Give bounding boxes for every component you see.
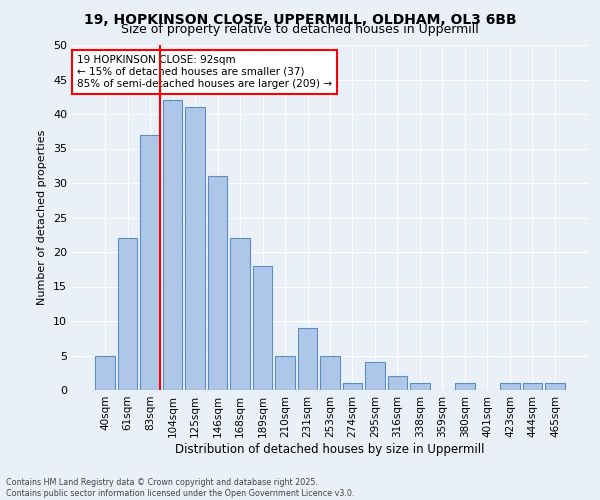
Bar — [208, 176, 227, 390]
Bar — [343, 383, 362, 390]
Bar — [388, 376, 407, 390]
Bar — [500, 383, 520, 390]
Bar — [140, 134, 160, 390]
Bar — [298, 328, 317, 390]
Text: 19, HOPKINSON CLOSE, UPPERMILL, OLDHAM, OL3 6BB: 19, HOPKINSON CLOSE, UPPERMILL, OLDHAM, … — [83, 12, 517, 26]
Bar — [320, 356, 340, 390]
Bar — [230, 238, 250, 390]
Bar — [163, 100, 182, 390]
X-axis label: Distribution of detached houses by size in Uppermill: Distribution of detached houses by size … — [175, 442, 485, 456]
Bar — [118, 238, 137, 390]
Text: 19 HOPKINSON CLOSE: 92sqm
← 15% of detached houses are smaller (37)
85% of semi-: 19 HOPKINSON CLOSE: 92sqm ← 15% of detac… — [77, 56, 332, 88]
Bar — [275, 356, 295, 390]
Bar — [253, 266, 272, 390]
Bar — [455, 383, 475, 390]
Bar — [410, 383, 430, 390]
Bar — [545, 383, 565, 390]
Bar — [523, 383, 542, 390]
Bar — [365, 362, 385, 390]
Text: Contains HM Land Registry data © Crown copyright and database right 2025.
Contai: Contains HM Land Registry data © Crown c… — [6, 478, 355, 498]
Y-axis label: Number of detached properties: Number of detached properties — [37, 130, 47, 305]
Text: Size of property relative to detached houses in Uppermill: Size of property relative to detached ho… — [121, 22, 479, 36]
Bar — [95, 356, 115, 390]
Bar — [185, 107, 205, 390]
